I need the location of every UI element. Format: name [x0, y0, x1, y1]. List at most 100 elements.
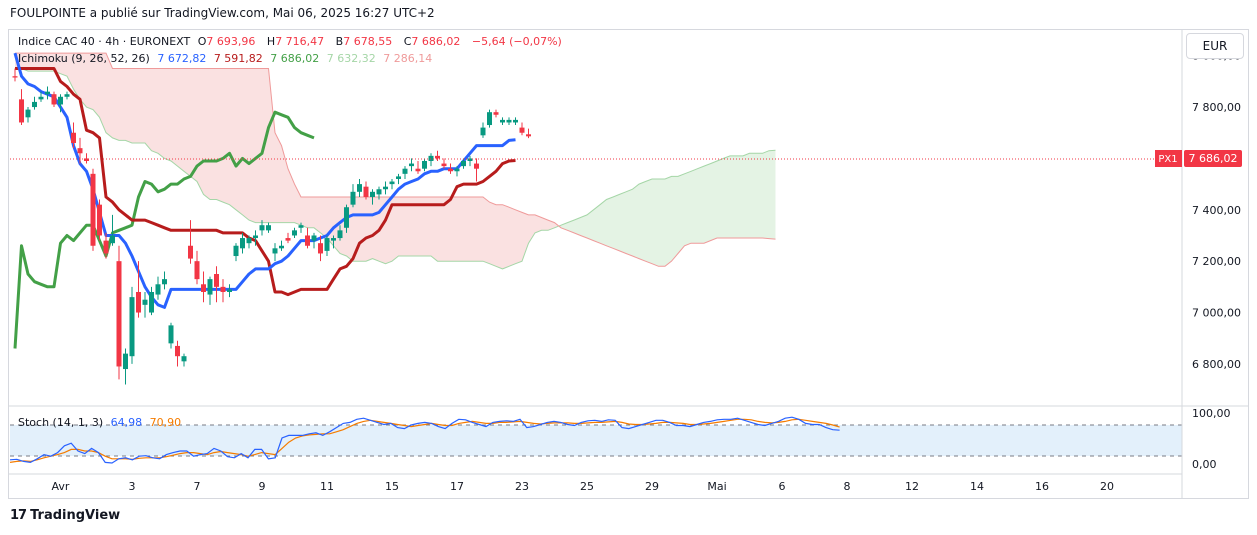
candle-body [32, 101, 37, 108]
stoch-name[interactable]: Stoch (14, 1, 3) [18, 416, 104, 429]
candle-body [116, 261, 122, 367]
candle [318, 235, 323, 262]
candle [292, 227, 297, 239]
ichimoku-name[interactable]: Ichimoku (9, 26, 52, 26) [18, 52, 150, 65]
candle [84, 153, 89, 164]
candle-body [435, 155, 440, 159]
candle-body [168, 325, 174, 344]
candle [331, 235, 336, 249]
candle-body [402, 168, 408, 174]
close-label: C [403, 35, 412, 48]
candle [136, 261, 141, 318]
cloud-segment [392, 196, 399, 262]
time-tick: 8 [844, 480, 851, 493]
candle-body [305, 235, 310, 246]
cloud-segment [106, 53, 113, 138]
candle [500, 117, 505, 126]
candle-body [77, 148, 83, 154]
stoch-d-value: 70,90 [149, 416, 182, 429]
publication-header: FOULPOINTE a publié sur TradingView.com,… [0, 0, 1257, 28]
stoch-tick-0: 0,00 [1192, 458, 1217, 471]
time-tick: 23 [515, 480, 529, 493]
cloud-segment [463, 196, 470, 262]
cloud-segment [268, 68, 275, 223]
cloud-segment [678, 173, 685, 254]
candle [363, 181, 369, 200]
cloud-segment [684, 171, 691, 246]
span-b-value: 7 286,14 [383, 52, 433, 65]
candle-body [331, 238, 336, 241]
candle-body [240, 238, 245, 249]
time-tick: 3 [129, 480, 136, 493]
cloud-segment [593, 204, 600, 244]
cloud-segment [424, 196, 431, 257]
candle-body [214, 274, 219, 287]
candle [519, 122, 525, 136]
candle [467, 155, 473, 167]
price-tick: 7 200,00 [1192, 255, 1241, 268]
cloud-segment [613, 194, 620, 251]
candle-body [19, 99, 24, 123]
candle-body [259, 225, 265, 231]
cloud-segment [769, 150, 776, 240]
cloud-segment [359, 196, 366, 262]
span-a-value: 7 632,32 [326, 52, 376, 65]
time-axis[interactable]: Avr 3 7 9 11 15 17 23 25 29 Mai 6 8 12 14 16 20 [52, 480, 1114, 493]
cloud-segment [496, 204, 503, 269]
candles [12, 68, 531, 385]
ichimoku-legend: Ichimoku (9, 26, 52, 26) 7 672,82 7 591,… [18, 52, 436, 65]
time-tick: 29 [645, 480, 659, 493]
candle [474, 158, 479, 182]
cloud-segment [639, 181, 646, 262]
cloud-segment [574, 217, 581, 236]
stoch-axis: 100,00 0,00 [1192, 407, 1231, 471]
candle [357, 178, 362, 197]
time-tick: 7 [194, 480, 201, 493]
candle [383, 181, 388, 195]
candle [45, 86, 50, 100]
cloud-segment [301, 196, 308, 228]
candle [298, 222, 304, 233]
candle [103, 232, 109, 259]
price-axis[interactable]: 8 000,007 800,007 600,007 400,007 200,00… [1192, 50, 1241, 371]
cloud-segment [489, 202, 496, 267]
candle-body [285, 238, 291, 241]
cloud-segment [723, 155, 730, 239]
kijun-value: 7 591,82 [213, 52, 263, 65]
cloud-segment [223, 68, 230, 205]
cloud-segment [307, 196, 314, 228]
currency-button[interactable]: EUR [1186, 33, 1244, 59]
low-label: B [335, 35, 344, 48]
candle-body [506, 119, 512, 123]
cloud-segment [125, 68, 132, 144]
time-tick: Mai [707, 480, 726, 493]
symbol-label[interactable]: Indice CAC 40 · 4h · EURONEXT [18, 35, 191, 48]
cloud-segment [47, 53, 54, 72]
candle-body [181, 356, 187, 362]
cloud-segment [509, 207, 516, 267]
candle [350, 184, 356, 208]
cloud-segment [671, 176, 678, 262]
tradingview-footer: 17 TradingView [10, 508, 120, 523]
candle [162, 271, 167, 290]
candle-body [448, 168, 453, 172]
candle [415, 160, 421, 174]
ichimoku-cloud [15, 52, 776, 270]
candle-body [220, 286, 226, 292]
candle [279, 240, 284, 251]
candle [344, 204, 349, 233]
cloud-segment [470, 196, 477, 262]
cloud-segment [93, 53, 100, 118]
cloud-segment [275, 132, 282, 223]
candle [71, 122, 76, 149]
candle-body [227, 289, 232, 292]
candle-body [409, 163, 414, 167]
candle-body [357, 184, 362, 192]
candle-body [129, 297, 135, 357]
candle-body [253, 235, 258, 239]
candle-body [324, 238, 330, 251]
candle [266, 222, 271, 233]
cloud-segment [281, 145, 288, 223]
candle-body [376, 189, 382, 195]
